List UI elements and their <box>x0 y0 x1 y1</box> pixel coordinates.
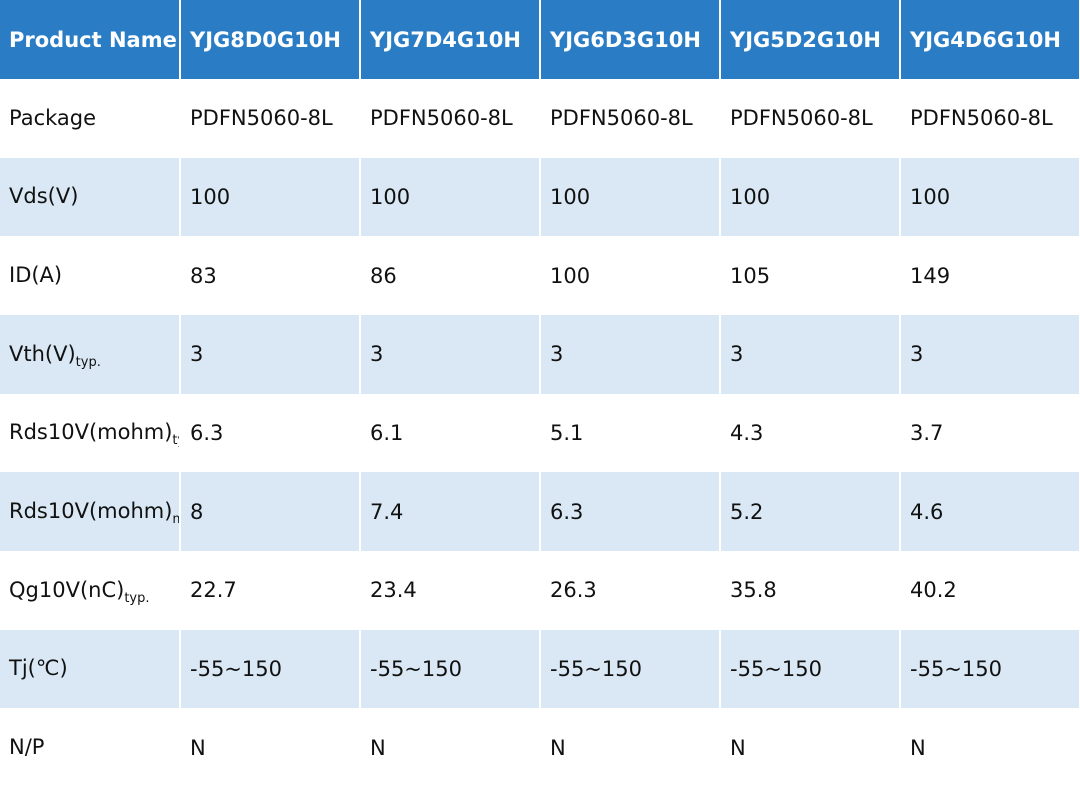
value-cell: 3.7 <box>900 393 1080 473</box>
value-cell: 149 <box>900 236 1080 315</box>
row-label-cell: Vth(V)typ. <box>0 314 181 394</box>
value-cell: N <box>180 708 361 787</box>
value-cell: -55~150 <box>360 629 541 709</box>
row-label: N/P <box>9 735 45 760</box>
value-cell: -55~150 <box>180 629 361 709</box>
value-cell: 6.3 <box>180 393 361 473</box>
row-label-cell: Rds10V(mohm)typ. <box>0 393 181 473</box>
value-cell: N <box>900 708 1080 787</box>
value-cell: 5.2 <box>720 472 901 551</box>
value-cell: 3 <box>540 314 721 394</box>
row-label-subscript: typ. <box>75 354 101 370</box>
value-cell: 105 <box>720 236 901 315</box>
value-cell: 5.1 <box>540 393 721 473</box>
value-cell: PDFN5060-8L <box>180 79 361 158</box>
value-cell: 6.1 <box>360 393 541 473</box>
value-cell: N <box>720 708 901 787</box>
table-row: ID(A) 83 86 100 105 149 <box>0 236 1080 315</box>
value-cell: N <box>540 708 721 787</box>
row-label-cell: Package <box>0 79 181 158</box>
row-label: Tj(℃) <box>9 656 68 681</box>
header-row: Product Name YJG8D0G10H YJG7D4G10H YJG6D… <box>0 0 1080 79</box>
row-label: Vds(V) <box>9 184 79 209</box>
product-column-header: YJG4D6G10H <box>900 0 1080 79</box>
value-cell: PDFN5060-8L <box>900 79 1080 158</box>
spec-table-body: Package PDFN5060-8L PDFN5060-8L PDFN5060-8L… <box>0 79 1080 787</box>
product-column-header: YJG8D0G10H <box>180 0 361 79</box>
value-cell: PDFN5060-8L <box>720 79 901 158</box>
row-label-cell: Qg10V(nC)typ. <box>0 550 181 630</box>
row-label-subscript: max. <box>172 512 178 527</box>
table-row: Rds10V(mohm)max.87.46.35.24.6 <box>0 472 1080 551</box>
value-cell: 100 <box>720 157 901 237</box>
row-label-cell: Vds(V) <box>0 157 181 237</box>
value-cell: PDFN5060-8L <box>540 79 721 158</box>
value-cell: 3 <box>180 314 361 394</box>
value-cell: 6.3 <box>540 472 721 551</box>
value-cell: 40.2 <box>900 550 1080 630</box>
value-cell: PDFN5060-8L <box>360 79 541 158</box>
value-cell: 4.3 <box>720 393 901 473</box>
row-label: Package <box>9 105 97 130</box>
table-row: Rds10V(mohm)typ.6.36.15.14.33.7 <box>0 393 1080 473</box>
value-cell: 23.4 <box>360 550 541 630</box>
value-cell: 100 <box>540 236 721 315</box>
value-cell: N <box>360 708 541 787</box>
table-row: Vth(V)typ. 3 3 3 3 3 <box>0 314 1080 394</box>
value-cell: 8 <box>180 472 361 551</box>
row-label: ID(A) <box>9 263 63 288</box>
value-cell: 4.6 <box>900 472 1080 551</box>
value-cell: 86 <box>360 236 541 315</box>
value-cell: 26.3 <box>540 550 721 630</box>
row-label-subscript: typ. <box>124 590 150 606</box>
row-label-subscript: typ. <box>172 433 178 449</box>
product-column-header: YJG7D4G10H <box>360 0 541 79</box>
value-cell: 100 <box>360 157 541 237</box>
row-label-cell: Tj(℃) <box>0 629 181 709</box>
table-row: N/P N N N N N <box>0 708 1080 787</box>
value-cell: -55~150 <box>900 629 1080 709</box>
value-cell: 7.4 <box>360 472 541 551</box>
product-column-header: YJG5D2G10H <box>720 0 901 79</box>
value-cell: 35.8 <box>720 550 901 630</box>
value-cell: -55~150 <box>540 629 721 709</box>
row-label-cell: N/P <box>0 708 181 787</box>
value-cell: -55~150 <box>720 629 901 709</box>
value-cell: 22.7 <box>180 550 361 630</box>
product-column-header: YJG6D3G10H <box>540 0 721 79</box>
row-label-cell: Rds10V(mohm)max. <box>0 472 181 551</box>
row-label: Qg10V(nC) <box>9 577 125 602</box>
value-cell: 3 <box>720 314 901 394</box>
table-row: Tj(℃) -55~150 -55~150 -55~150 -55~150 -55~150 <box>0 629 1080 709</box>
table-row: Vds(V) 100 100 100 100 100 <box>0 157 1080 237</box>
row-label: Rds10V(mohm) <box>9 499 173 524</box>
value-cell: 3 <box>360 314 541 394</box>
table-row: Package PDFN5060-8L PDFN5060-8L PDFN5060-8L… <box>0 79 1080 158</box>
row-label: Vth(V) <box>9 341 76 366</box>
value-cell: 83 <box>180 236 361 315</box>
product-name-header: Product Name <box>0 0 181 79</box>
value-cell: 3 <box>900 314 1080 394</box>
row-label-cell: ID(A) <box>0 236 181 315</box>
value-cell: 100 <box>900 157 1080 237</box>
row-label: Rds10V(mohm) <box>9 420 173 445</box>
value-cell: 100 <box>540 157 721 237</box>
table-row: Qg10V(nC)typ. 22.7 23.4 26.3 35.8 40.2 <box>0 550 1080 630</box>
value-cell: 100 <box>180 157 361 237</box>
